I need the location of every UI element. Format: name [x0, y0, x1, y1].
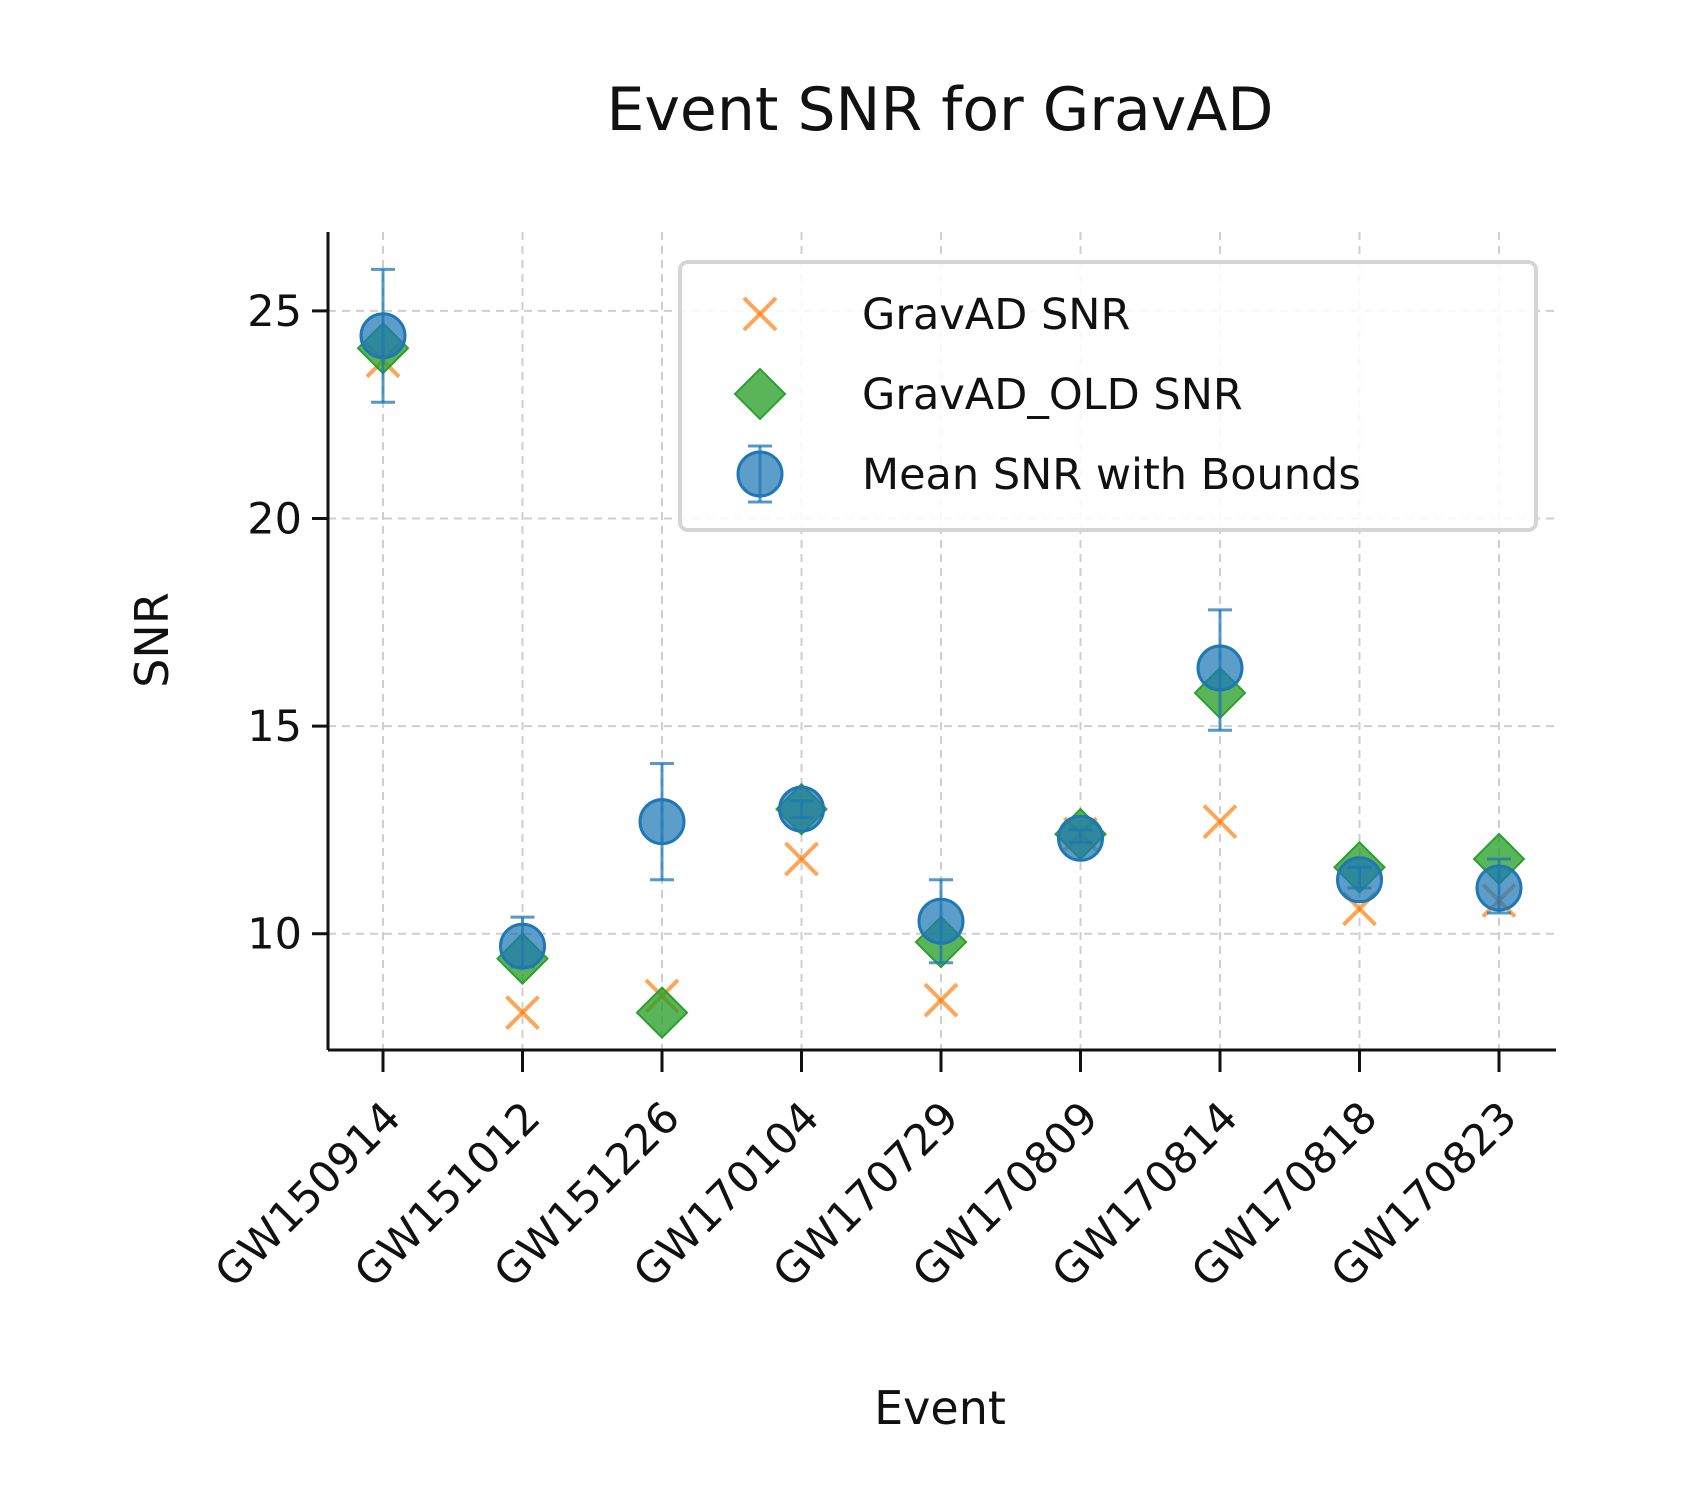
x-marker-stroke	[784, 841, 819, 877]
mean-circle-shape	[736, 450, 784, 498]
y-tick-label: 10	[247, 910, 302, 960]
mean-circle-shape	[778, 785, 825, 833]
x-ticks: GW150914GW151012GW151226GW170104GW170729…	[206, 1050, 1527, 1297]
legend: GravAD SNR GravAD_OLD SNR Mean SNR with Bo…	[678, 260, 1538, 532]
mean-circle-shape	[1336, 856, 1383, 904]
mean-circle-shape	[917, 897, 965, 945]
chart-title: Event SNR for GravAD	[607, 75, 1274, 145]
mean-snr-point	[1196, 608, 1244, 732]
diamond-marker-shape	[733, 367, 787, 421]
gravad-snr-point	[784, 841, 819, 877]
mean-snr-point	[1057, 814, 1104, 862]
mean-snr-point	[1336, 856, 1383, 904]
legend-entry: GravAD SNR	[742, 290, 1130, 340]
legend-label: GravAD SNR	[862, 290, 1130, 340]
mean-snr-point	[1475, 857, 1523, 915]
mean-circle-shape	[499, 922, 546, 970]
y-tick-label: 25	[247, 287, 302, 337]
gravad-snr-point	[923, 982, 959, 1018]
diamond-marker-shape	[635, 986, 689, 1040]
gravad-snr-point	[1202, 804, 1238, 840]
y-tick-label: 20	[247, 495, 302, 545]
legend-box	[678, 260, 1538, 532]
mean-snr-point	[499, 915, 546, 970]
y-tick-label: 15	[247, 702, 302, 752]
gravad-old-snr-point	[635, 986, 689, 1040]
legend-entry: Mean SNR with Bounds	[736, 444, 1361, 504]
x-marker-stroke	[505, 995, 540, 1031]
x-axis-label: Event	[874, 1381, 1006, 1435]
legend-label: Mean SNR with Bounds	[862, 450, 1361, 500]
mean-circle-shape	[1196, 644, 1244, 692]
mean-circle-shape	[1475, 864, 1523, 912]
gravad-snr-point	[505, 995, 540, 1031]
legend-entry: GravAD_OLD SNR	[733, 367, 1243, 421]
mean-snr-point	[638, 761, 686, 882]
data-marks	[356, 267, 1526, 1040]
legend-label: GravAD_OLD SNR	[862, 370, 1243, 420]
x-marker-stroke	[923, 982, 959, 1018]
mean-circle-shape	[359, 312, 407, 360]
mean-snr-point	[359, 267, 407, 404]
mean-snr-point	[778, 785, 825, 833]
x-marker-stroke	[742, 296, 778, 332]
mean-snr-point	[917, 878, 965, 965]
y-axis-label: SNR	[125, 592, 179, 688]
x-marker-stroke	[1202, 804, 1238, 840]
mean-circle-shape	[1057, 814, 1104, 862]
y-ticks: 10 15 20 25	[247, 287, 328, 960]
mean-circle-shape	[638, 798, 686, 846]
